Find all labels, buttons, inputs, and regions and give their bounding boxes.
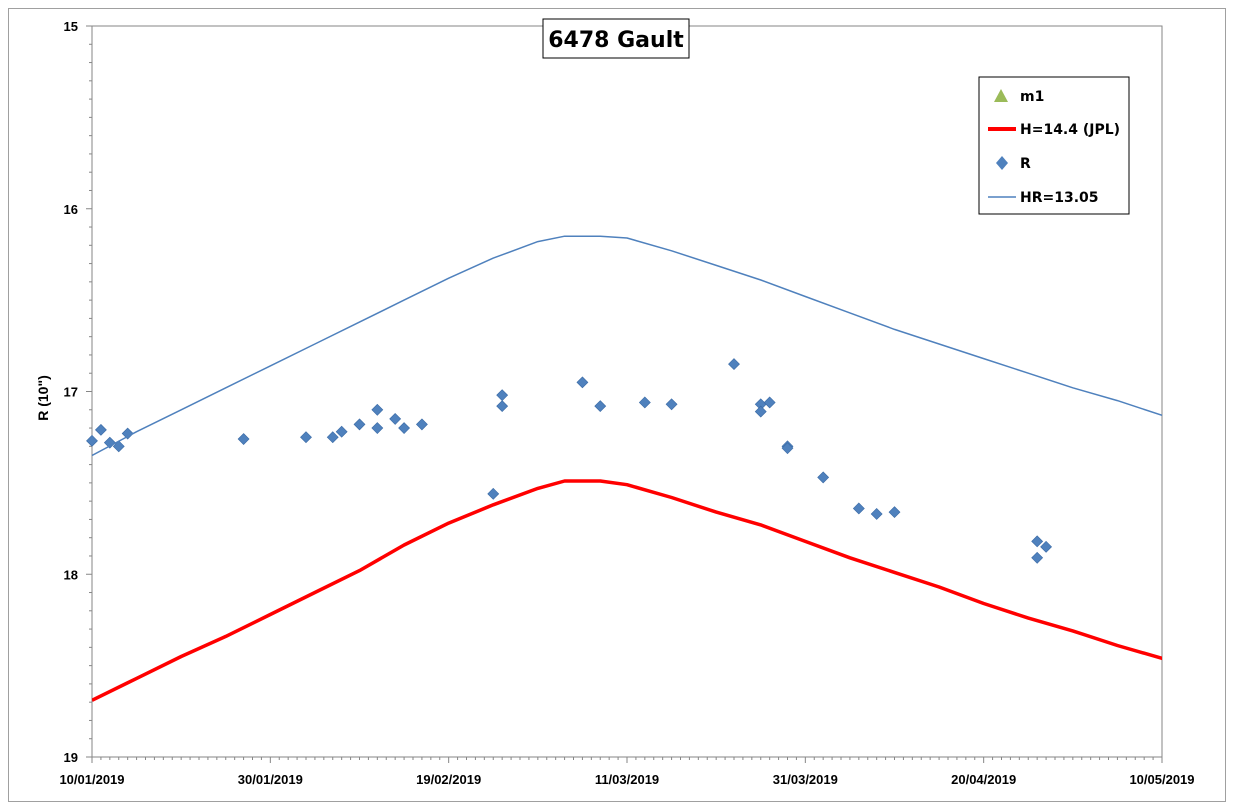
data-point-r	[781, 442, 794, 455]
data-point-r	[300, 431, 312, 444]
x-tick-label: 20/04/2019	[951, 772, 1016, 787]
legend-item-hr: HR=13.05	[988, 190, 1099, 206]
data-point-r	[389, 412, 402, 425]
y-tick-label: 19	[64, 750, 78, 765]
data-point-r	[487, 487, 500, 500]
legend-item-r: R	[996, 156, 1031, 172]
legend-label-jpl: H=14.4 (JPL)	[1020, 122, 1120, 138]
data-point-r	[335, 425, 348, 438]
data-point-r	[112, 440, 125, 453]
legend-label-m1: m1	[1020, 89, 1044, 105]
data-point-r	[103, 436, 116, 449]
x-tick-label: 31/03/2019	[773, 772, 838, 787]
series-layer	[86, 235, 1162, 702]
chart-title: 6478 Gault	[548, 28, 684, 53]
legend-r-diamond-icon	[996, 156, 1008, 170]
data-point-r	[371, 403, 384, 416]
data-point-r	[1040, 540, 1053, 553]
x-tick-label: 10/05/2019	[1129, 772, 1194, 787]
data-point-r	[754, 405, 767, 418]
series-line-hr	[92, 235, 1162, 457]
x-tick-label: 10/01/2019	[59, 772, 124, 787]
data-point-r	[728, 358, 740, 371]
y-tick-label: 16	[64, 202, 78, 217]
legend: m1 H=14.4 (JPL) R HR=13.05	[978, 76, 1130, 215]
data-point-r	[1031, 551, 1044, 564]
data-point-r	[594, 400, 607, 413]
data-point-r	[576, 376, 589, 389]
data-point-r	[763, 396, 776, 409]
data-point-r	[665, 398, 678, 411]
x-tick-label: 11/03/2019	[595, 772, 659, 787]
data-point-r	[817, 471, 830, 484]
data-point-r	[888, 506, 901, 519]
chart-title-box: 6478 Gault	[542, 18, 690, 59]
legend-m1-triangle-icon	[994, 89, 1008, 102]
data-point-r	[86, 434, 98, 447]
y-tick-label: 17	[64, 385, 78, 400]
y-tick-label: 18	[64, 567, 78, 582]
legend-item-m1: m1	[994, 89, 1044, 105]
data-point-r	[121, 427, 134, 440]
series-line-jpl	[92, 479, 1162, 702]
data-point-r	[496, 400, 509, 413]
data-point-r	[237, 433, 250, 445]
data-point-r	[326, 431, 339, 444]
data-point-r	[371, 422, 384, 434]
data-point-r	[852, 502, 865, 515]
legend-item-jpl: H=14.4 (JPL)	[988, 122, 1120, 138]
y-axis-title: R (10")	[35, 375, 51, 421]
data-point-r	[638, 396, 651, 409]
legend-label-r: R	[1020, 156, 1031, 172]
x-tick-label: 30/01/2019	[238, 772, 303, 787]
data-point-r	[1031, 535, 1044, 548]
data-point-r	[94, 423, 107, 436]
legend-label-hr: HR=13.05	[1020, 190, 1099, 206]
x-tick-label: 19/02/2019	[416, 772, 481, 787]
data-point-r	[870, 508, 883, 520]
data-point-r	[398, 422, 411, 434]
y-tick-label: 15	[64, 19, 78, 34]
data-point-r	[415, 418, 428, 431]
data-point-r	[353, 418, 366, 431]
chart-frame	[8, 8, 1226, 802]
axes: 15 16 17 18 19 10/01/2019 30/01/2019 19/02/2019…	[59, 19, 1194, 787]
